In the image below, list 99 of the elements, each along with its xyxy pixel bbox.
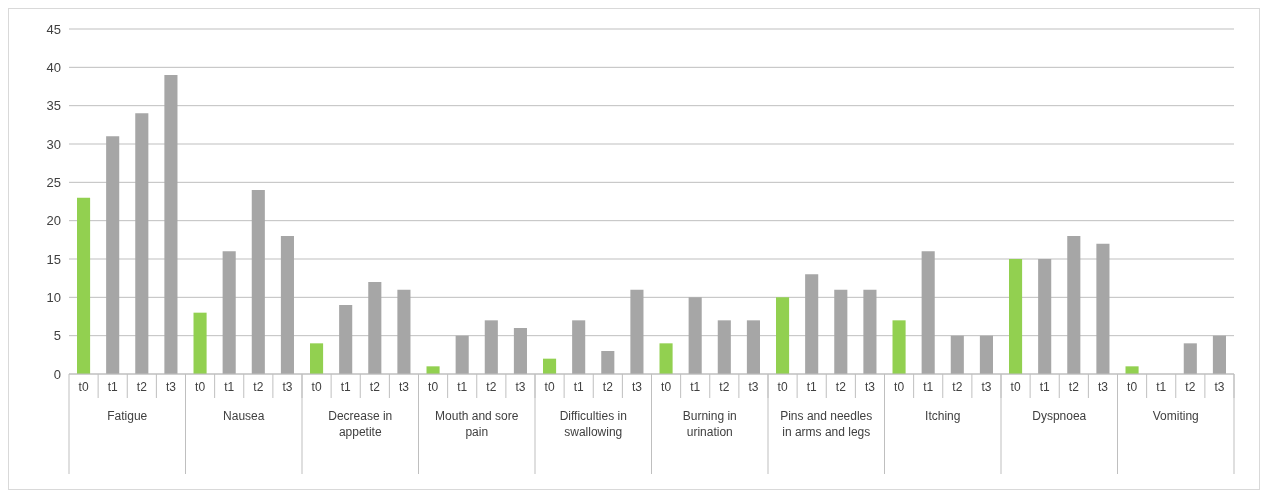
y-tick-label: 35 bbox=[46, 98, 61, 114]
bar bbox=[164, 75, 178, 374]
x-tick-label: t0 bbox=[428, 380, 439, 394]
x-tick-label: t0 bbox=[894, 380, 905, 394]
text: Dyspnoea bbox=[1032, 409, 1087, 423]
bar bbox=[863, 289, 877, 374]
bar bbox=[106, 136, 120, 374]
bar bbox=[310, 343, 324, 374]
x-tick-label: t1 bbox=[573, 380, 585, 394]
x-tick-label: t0 bbox=[1127, 380, 1138, 394]
x-tick-label: t2 bbox=[602, 380, 614, 394]
x-tick-label: t0 bbox=[661, 380, 672, 394]
x-tick-label: t1 bbox=[1156, 380, 1167, 394]
text: Decrease in appetite bbox=[328, 409, 393, 439]
x-tick-label: t3 bbox=[631, 380, 643, 394]
y-tick-label: 10 bbox=[46, 289, 61, 305]
x-tick-label: t1 bbox=[224, 380, 235, 394]
x-tick-label: t3 bbox=[981, 380, 992, 394]
bar bbox=[950, 335, 964, 374]
x-tick-label: t0 bbox=[78, 380, 89, 394]
bar bbox=[1183, 343, 1197, 374]
bar bbox=[513, 328, 527, 374]
bar bbox=[280, 236, 294, 374]
x-tick-label: t0 bbox=[777, 380, 788, 394]
text: Vomiting bbox=[1152, 409, 1199, 423]
bar bbox=[484, 320, 498, 374]
y-tick-label: 40 bbox=[46, 59, 61, 75]
bar bbox=[339, 305, 353, 374]
x-tick-label: t0 bbox=[311, 380, 322, 394]
x-tick-label: t3 bbox=[1214, 380, 1225, 394]
bar bbox=[135, 113, 149, 374]
bar bbox=[659, 343, 673, 374]
x-tick-label: t3 bbox=[515, 380, 526, 394]
bar bbox=[921, 251, 935, 374]
y-tick-label: 20 bbox=[46, 213, 61, 229]
text: Mouth and sore pain bbox=[435, 409, 519, 439]
x-tick-label: t3 bbox=[864, 380, 876, 394]
bar bbox=[222, 251, 236, 374]
x-tick-label: t3 bbox=[165, 380, 177, 394]
bar bbox=[1038, 259, 1052, 374]
y-tick-label: 15 bbox=[46, 251, 61, 267]
x-tick-label: t1 bbox=[107, 380, 119, 394]
text: Fatigue bbox=[107, 409, 148, 423]
bar bbox=[717, 320, 731, 374]
x-tick-label: t3 bbox=[282, 380, 293, 394]
bar bbox=[251, 190, 265, 374]
bar bbox=[776, 297, 790, 374]
bar bbox=[455, 335, 469, 374]
bar bbox=[1212, 335, 1226, 374]
bar bbox=[688, 297, 702, 374]
x-tick-label: t2 bbox=[835, 380, 847, 394]
x-tick-label: t1 bbox=[1039, 380, 1051, 394]
x-tick-label: t0 bbox=[1010, 380, 1021, 394]
x-tick-label: t1 bbox=[457, 380, 468, 394]
y-tick-label: 5 bbox=[53, 328, 61, 344]
text: Pins and needles in arms and legs bbox=[780, 409, 873, 439]
x-tick-label: t2 bbox=[253, 380, 264, 394]
text: Itching bbox=[925, 409, 961, 423]
bar bbox=[834, 289, 848, 374]
x-tick-label: t2 bbox=[952, 380, 963, 394]
x-tick-label: t1 bbox=[690, 380, 701, 394]
bar bbox=[746, 320, 760, 374]
bar bbox=[543, 358, 557, 374]
x-tick-label: t0 bbox=[195, 380, 206, 394]
x-tick-label: t2 bbox=[369, 380, 381, 394]
bar bbox=[601, 351, 615, 374]
x-tick-label: t2 bbox=[1185, 380, 1196, 394]
text: Burning in urination bbox=[682, 409, 737, 439]
y-tick-label: 30 bbox=[46, 136, 61, 152]
x-tick-label: t1 bbox=[806, 380, 818, 394]
bar bbox=[426, 366, 440, 374]
text: Difficulties in swallowing bbox=[559, 409, 627, 439]
x-tick-label: t2 bbox=[1068, 380, 1080, 394]
bar bbox=[630, 289, 644, 374]
x-tick-label: t2 bbox=[136, 380, 148, 394]
y-tick-label: 0 bbox=[53, 366, 61, 382]
bar bbox=[368, 282, 382, 374]
bar bbox=[1125, 366, 1139, 374]
y-tick-label: 45 bbox=[46, 21, 61, 37]
x-tick-label: t2 bbox=[719, 380, 730, 394]
x-tick-label: t1 bbox=[923, 380, 934, 394]
bar bbox=[1096, 243, 1110, 374]
text: Nausea bbox=[223, 409, 265, 423]
x-tick-label: t3 bbox=[398, 380, 410, 394]
bar bbox=[193, 312, 207, 374]
bar bbox=[397, 289, 411, 374]
bar bbox=[1067, 236, 1081, 374]
bar bbox=[979, 335, 993, 374]
y-tick-label: 25 bbox=[46, 174, 61, 190]
x-tick-label: t1 bbox=[340, 380, 352, 394]
bar bbox=[77, 197, 91, 374]
x-tick-label: t3 bbox=[748, 380, 759, 394]
bar bbox=[892, 320, 906, 374]
x-tick-label: t3 bbox=[1097, 380, 1109, 394]
x-tick-label: t0 bbox=[544, 380, 555, 394]
bar bbox=[1009, 259, 1023, 374]
x-tick-label: t2 bbox=[486, 380, 497, 394]
bar bbox=[572, 320, 586, 374]
bar bbox=[805, 274, 819, 374]
